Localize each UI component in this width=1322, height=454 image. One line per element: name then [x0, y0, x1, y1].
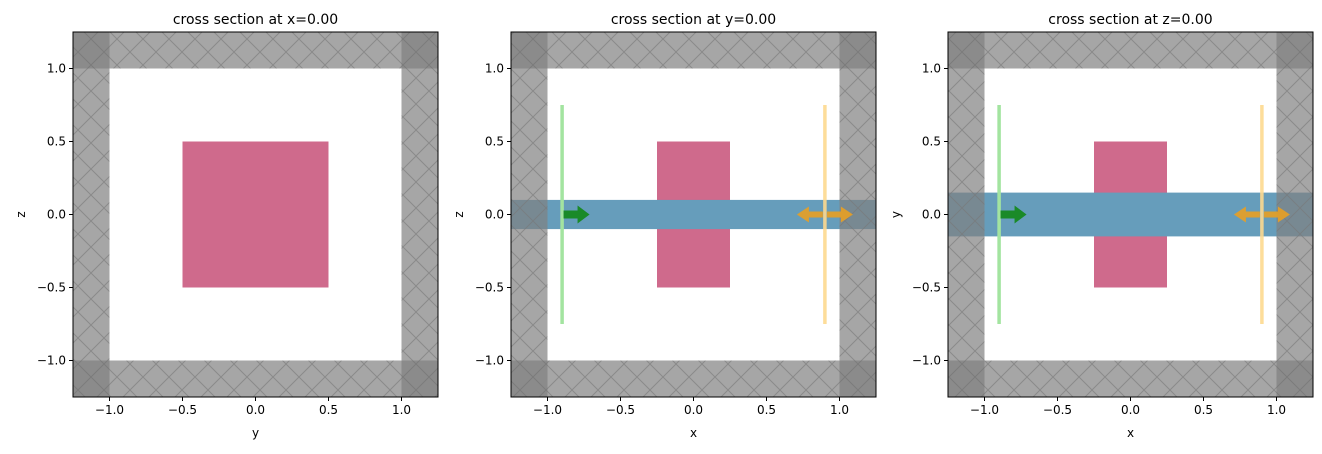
source-direction-arrow — [563, 205, 590, 224]
y-tick-label: −1.0 — [37, 354, 66, 368]
source-plane — [997, 105, 1001, 324]
y-tick-label: −1.0 — [912, 354, 941, 368]
y-tick-label: −0.5 — [475, 281, 504, 295]
y-axis-label: z — [14, 211, 28, 217]
y-tick-label: 0.0 — [47, 208, 66, 222]
y-tick-label: 1.0 — [485, 62, 504, 76]
pml-hatch — [73, 32, 438, 69]
x-tick-label: 0.0 — [246, 403, 265, 417]
monitor-arrow-right — [826, 206, 853, 223]
monitor-plane — [823, 105, 827, 324]
pml-hatch — [511, 32, 876, 69]
y-tick-label: −0.5 — [37, 281, 66, 295]
pml-hatch — [73, 360, 438, 397]
structure-box — [182, 141, 329, 288]
pml-hatch — [948, 32, 985, 397]
x-tick-label: 0.5 — [319, 403, 338, 417]
x-tick-label: −1.0 — [970, 403, 999, 417]
y-tick-label: 0.0 — [922, 208, 941, 222]
y-tick-label: −0.5 — [912, 281, 941, 295]
y-tick-label: 0.0 — [485, 208, 504, 222]
subplot-title: cross section at x=0.00 — [173, 12, 338, 28]
pml-hatch — [401, 32, 438, 397]
x-tick-label: −0.5 — [1043, 403, 1072, 417]
x-tick-label: −1.0 — [95, 403, 124, 417]
y-axis-label: z — [452, 211, 466, 217]
pml-hatch — [511, 32, 548, 397]
x-tick-label: 0.5 — [1194, 403, 1213, 417]
pml-hatch — [948, 360, 1313, 397]
y-tick-label: 0.5 — [922, 135, 941, 149]
x-tick-label: 1.0 — [392, 403, 411, 417]
x-tick-label: −0.5 — [606, 403, 635, 417]
x-tick-label: 1.0 — [830, 403, 849, 417]
subplot-0: −1.0 −1.0 −0.5 −0.5 0.0 0.0 0.5 0.5 1.0 1.0 cross … — [14, 12, 439, 440]
monitor-arrow-right — [1263, 206, 1290, 223]
x-axis-label: y — [252, 426, 259, 440]
x-tick-label: −1.0 — [533, 403, 562, 417]
x-tick-label: 0.0 — [1121, 403, 1140, 417]
x-axis-label: x — [1127, 426, 1134, 440]
y-tick-label: 0.5 — [485, 135, 504, 149]
pml-hatch — [73, 32, 110, 397]
subplot-1: −1.0 −1.0 −0.5 −0.5 0.0 0.0 0.5 0.5 1.0 1.0 cross … — [452, 12, 877, 440]
x-axis-label: x — [690, 426, 697, 440]
source-direction-arrow — [1000, 205, 1027, 224]
pml-hatch — [948, 32, 1313, 69]
y-tick-label: 1.0 — [47, 62, 66, 76]
monitor-arrow-left — [796, 206, 823, 223]
monitor-arrow-left — [1233, 206, 1260, 223]
subplot-2: −1.0 −1.0 −0.5 −0.5 0.0 0.0 0.5 0.5 1.0 1.0 cross … — [889, 12, 1314, 440]
y-axis-label: y — [889, 211, 903, 218]
pml-hatch — [511, 360, 876, 397]
y-tick-label: 1.0 — [922, 62, 941, 76]
subplot-title: cross section at y=0.00 — [611, 12, 776, 28]
source-plane — [560, 105, 564, 324]
x-tick-label: 1.0 — [1267, 403, 1286, 417]
y-tick-label: −1.0 — [475, 354, 504, 368]
monitor-plane — [1260, 105, 1264, 324]
x-tick-label: 0.5 — [757, 403, 776, 417]
x-tick-label: −0.5 — [168, 403, 197, 417]
x-tick-label: 0.0 — [684, 403, 703, 417]
y-tick-label: 0.5 — [47, 135, 66, 149]
subplot-title: cross section at z=0.00 — [1048, 12, 1212, 28]
